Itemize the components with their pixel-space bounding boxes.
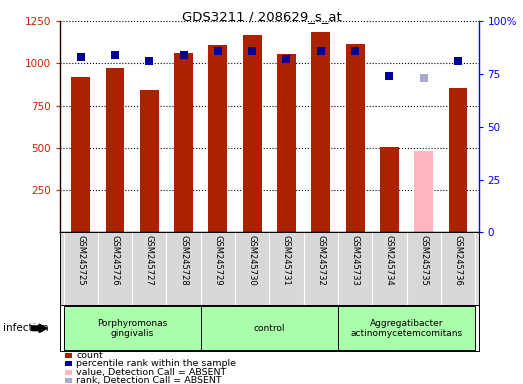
Bar <box>71 77 90 232</box>
Text: GSM245736: GSM245736 <box>453 235 462 285</box>
Bar <box>106 68 124 232</box>
Bar <box>414 151 433 232</box>
Bar <box>209 45 228 232</box>
Bar <box>64 306 201 351</box>
Text: GSM245725: GSM245725 <box>76 235 85 285</box>
Text: Aggregatibacter
actinomycetemcomitans: Aggregatibacter actinomycetemcomitans <box>350 319 462 338</box>
Bar <box>277 54 296 232</box>
Text: percentile rank within the sample: percentile rank within the sample <box>76 359 236 368</box>
Text: GSM245731: GSM245731 <box>282 235 291 285</box>
Bar <box>346 44 365 232</box>
Text: GSM245727: GSM245727 <box>145 235 154 285</box>
Text: value, Detection Call = ABSENT: value, Detection Call = ABSENT <box>76 367 226 377</box>
Text: GSM245735: GSM245735 <box>419 235 428 285</box>
Text: GDS3211 / 208629_s_at: GDS3211 / 208629_s_at <box>181 10 342 23</box>
Text: GSM245733: GSM245733 <box>350 235 360 285</box>
Text: GSM245734: GSM245734 <box>385 235 394 285</box>
Text: GSM245729: GSM245729 <box>213 235 222 285</box>
Text: infection: infection <box>3 323 48 333</box>
Bar <box>243 35 262 232</box>
Text: count: count <box>76 351 103 360</box>
Bar <box>140 90 159 232</box>
Text: rank, Detection Call = ABSENT: rank, Detection Call = ABSENT <box>76 376 222 384</box>
Text: control: control <box>254 324 285 333</box>
Bar <box>380 147 399 232</box>
Text: GSM245730: GSM245730 <box>248 235 257 285</box>
Text: Porphyromonas
gingivalis: Porphyromonas gingivalis <box>97 319 167 338</box>
Bar <box>338 306 475 351</box>
Bar <box>174 53 193 232</box>
Bar <box>449 88 468 232</box>
Bar <box>201 306 338 351</box>
Text: GSM245732: GSM245732 <box>316 235 325 285</box>
Bar <box>311 32 330 232</box>
Text: GSM245726: GSM245726 <box>110 235 120 285</box>
Text: GSM245728: GSM245728 <box>179 235 188 285</box>
